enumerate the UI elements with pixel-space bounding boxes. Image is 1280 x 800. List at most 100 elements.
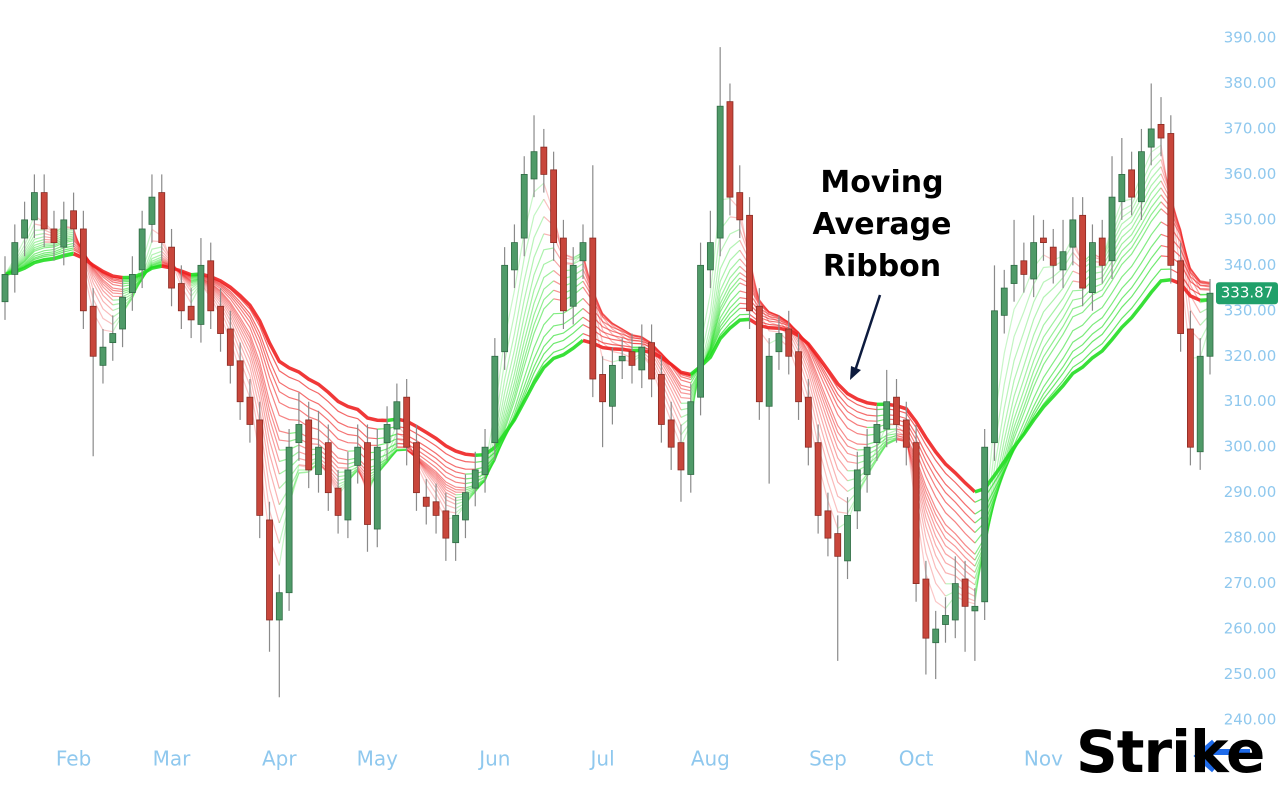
candle-body bbox=[1196, 355, 1204, 453]
ribbon-line bbox=[367, 446, 398, 462]
ribbon-line bbox=[367, 438, 398, 489]
candle-body bbox=[442, 510, 450, 539]
annotation-arrow bbox=[852, 294, 882, 375]
x-tick-label: Mar bbox=[153, 747, 192, 771]
ribbon-line bbox=[455, 198, 545, 514]
candle-body bbox=[1089, 242, 1096, 294]
candle-body bbox=[501, 264, 509, 353]
candle-body bbox=[1147, 128, 1155, 148]
candle-body bbox=[256, 419, 264, 516]
candle-body bbox=[1069, 219, 1077, 248]
ribbon-line bbox=[200, 275, 378, 446]
ribbon-line bbox=[974, 245, 1162, 524]
ribbon-line bbox=[739, 249, 848, 482]
ribbon-line bbox=[367, 443, 398, 487]
candle-body bbox=[618, 355, 626, 362]
candle-body bbox=[138, 228, 146, 271]
logo: Strike bbox=[1076, 718, 1265, 786]
ribbon-line bbox=[896, 439, 976, 586]
ribbon-line bbox=[974, 268, 1171, 503]
annotation-arrowhead bbox=[850, 366, 861, 380]
candle-body bbox=[128, 274, 136, 294]
candle-body bbox=[354, 446, 362, 466]
candle-body bbox=[481, 446, 489, 475]
candle-body bbox=[266, 519, 273, 621]
ribbon-line bbox=[896, 438, 976, 573]
ribbon-line bbox=[543, 183, 574, 265]
candle-body bbox=[1206, 292, 1214, 357]
candle-body bbox=[511, 242, 518, 271]
ribbon-line bbox=[886, 418, 976, 524]
candle-body bbox=[11, 242, 19, 275]
candle-body bbox=[569, 264, 577, 307]
ribbon-line bbox=[866, 433, 897, 446]
candle-body bbox=[491, 355, 499, 444]
candle-body bbox=[207, 260, 215, 312]
y-tick-label: 390.00 bbox=[1224, 29, 1277, 47]
candle-body bbox=[755, 305, 763, 403]
candle-body bbox=[804, 396, 812, 448]
ribbon-line bbox=[748, 317, 878, 407]
candle-body bbox=[981, 446, 989, 603]
ribbon-line bbox=[1160, 145, 1191, 359]
ribbon-line bbox=[886, 408, 976, 503]
candle-body bbox=[89, 305, 97, 357]
last-price-badge bbox=[1216, 282, 1278, 305]
candle-body bbox=[922, 578, 930, 639]
y-tick-label: 260.00 bbox=[1224, 620, 1277, 638]
ribbon-line bbox=[200, 275, 368, 454]
ribbon-line bbox=[455, 247, 554, 502]
candle-body bbox=[736, 192, 744, 221]
candle-body bbox=[1177, 260, 1185, 334]
candle-body bbox=[638, 346, 646, 371]
ribbon-line bbox=[278, 462, 319, 506]
candle-body bbox=[893, 396, 900, 425]
candle-body bbox=[795, 351, 802, 403]
candle-body bbox=[667, 419, 675, 448]
candle-body bbox=[1040, 237, 1047, 243]
candle-body bbox=[373, 446, 381, 530]
candle-body bbox=[1, 274, 9, 303]
ribbon-line bbox=[739, 229, 848, 504]
candle-body bbox=[932, 628, 940, 644]
candle-body bbox=[1118, 173, 1126, 203]
candle-body bbox=[706, 242, 714, 271]
ribbon-line bbox=[543, 216, 574, 259]
candle-body bbox=[168, 246, 175, 289]
candle-body bbox=[765, 355, 773, 407]
candle-body bbox=[315, 446, 322, 475]
candle-body bbox=[148, 196, 156, 225]
candle-body bbox=[187, 305, 195, 321]
candle-body bbox=[364, 442, 371, 525]
ribbon-line bbox=[455, 270, 554, 496]
x-tick-label: Jul bbox=[589, 747, 615, 771]
candle-body bbox=[1010, 264, 1018, 284]
candle-body bbox=[1098, 237, 1106, 266]
candle-body bbox=[324, 442, 332, 494]
candle-body bbox=[902, 419, 910, 448]
y-tick-label: 320.00 bbox=[1224, 347, 1277, 365]
ribbon-line bbox=[367, 442, 398, 454]
ribbon-line bbox=[582, 286, 691, 389]
ribbon-line bbox=[867, 428, 897, 436]
ribbon-line bbox=[475, 339, 585, 458]
candle-body bbox=[1020, 260, 1028, 275]
candle-body bbox=[295, 424, 303, 444]
candle-body bbox=[197, 264, 205, 325]
candle-body bbox=[863, 446, 871, 475]
ribbon-line bbox=[1170, 278, 1201, 302]
y-tick-label: 300.00 bbox=[1224, 438, 1277, 456]
candle-body bbox=[334, 487, 342, 516]
candle-body bbox=[746, 214, 753, 312]
candle-body bbox=[462, 492, 469, 521]
candle-body bbox=[520, 173, 528, 239]
axes: 240.00 250.00 260.00 270.00 280.00 290.00 300.… bbox=[56, 29, 1278, 771]
y-tick-label: 280.00 bbox=[1224, 529, 1277, 547]
candle-body bbox=[697, 264, 704, 398]
ribbon-line bbox=[455, 258, 554, 499]
candle-body bbox=[1128, 169, 1136, 198]
candle-body bbox=[236, 360, 244, 403]
x-tick-label: Apr bbox=[262, 747, 297, 771]
candle-body bbox=[530, 151, 538, 180]
